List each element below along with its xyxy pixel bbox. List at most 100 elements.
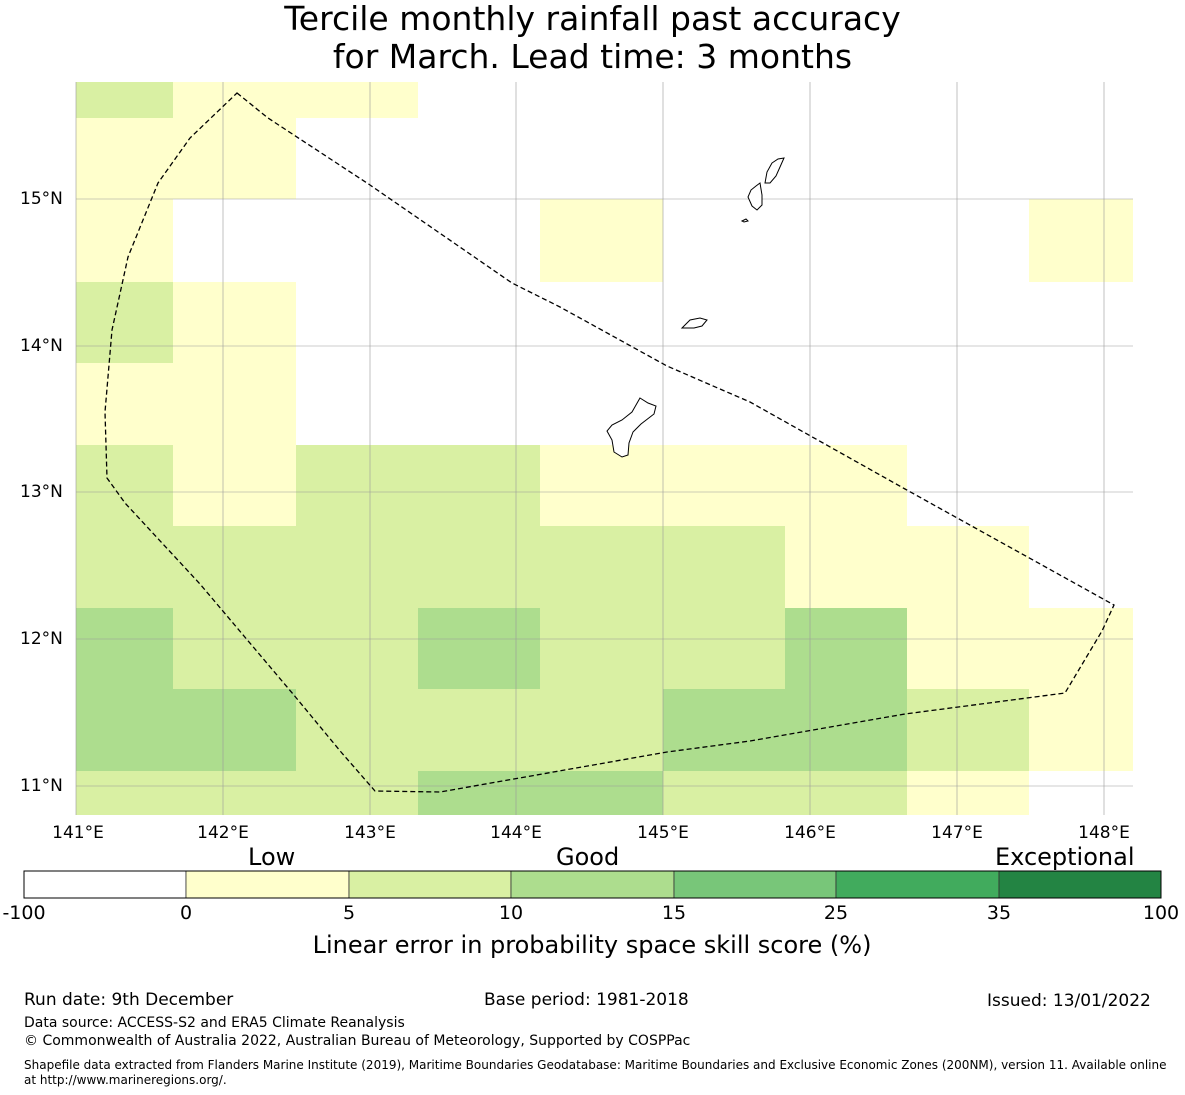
skill-cell	[173, 282, 296, 363]
skill-cell	[540, 199, 663, 282]
skill-cell	[76, 199, 173, 282]
lon-tick: 142°E	[197, 823, 249, 843]
skill-cell	[1029, 608, 1133, 689]
skill-grid	[76, 82, 1133, 815]
copyright: © Commonwealth of Australia 2022, Austra…	[24, 1033, 691, 1049]
colorbar-tick: 25	[823, 902, 849, 924]
data-source: Data source: ACCESS-S2 and ERA5 Climate …	[24, 1015, 405, 1031]
skill-cell	[907, 689, 1029, 771]
skill-cell	[663, 445, 785, 526]
colorbar-segment	[510, 870, 675, 899]
skill-cell	[76, 118, 173, 199]
skill-cell	[76, 689, 173, 771]
skill-cell	[785, 445, 907, 526]
skill-cell	[785, 689, 907, 771]
eez-boundary	[104, 92, 1115, 793]
skill-cell	[907, 526, 1029, 608]
colorbar-segment	[23, 870, 187, 899]
lat-tick: 15°N	[20, 189, 63, 209]
skill-cell	[418, 526, 540, 608]
skill-cell	[540, 771, 663, 815]
colorbar	[23, 870, 1162, 899]
graticule	[75, 82, 1133, 815]
lat-tick: 14°N	[20, 336, 63, 356]
island-rota	[680, 317, 708, 329]
skill-cell	[76, 82, 173, 118]
skill-cell	[173, 608, 296, 689]
skill-cell	[76, 608, 173, 689]
island-saipan	[764, 157, 785, 184]
colorbar-tick: -100	[2, 902, 46, 924]
skill-cell	[173, 363, 296, 445]
skill-cell	[663, 689, 785, 771]
colorbar-tick: 35	[986, 902, 1012, 924]
skill-cell	[173, 118, 296, 199]
title-line-2: for March. Lead time: 3 months	[332, 37, 853, 76]
colorbar-tick: 5	[342, 902, 356, 924]
lat-tick: 13°N	[20, 482, 63, 502]
lon-tick: 147°E	[931, 823, 983, 843]
skill-cell	[540, 689, 663, 771]
island-aguijan	[740, 218, 749, 223]
skill-cell	[418, 445, 540, 526]
colorbar-tick: 0	[179, 902, 193, 924]
skill-cell	[296, 771, 418, 815]
colorbar-tick: 10	[498, 902, 524, 924]
skill-cell	[785, 608, 907, 689]
skill-cell	[1029, 689, 1133, 771]
skill-cell	[76, 282, 173, 363]
skill-cell	[540, 608, 663, 689]
skill-cell	[173, 689, 296, 771]
skill-cell	[663, 608, 785, 689]
skill-cell	[907, 608, 1029, 689]
lon-tick: 141°E	[52, 823, 104, 843]
skill-cell	[76, 771, 173, 815]
skill-cell	[173, 445, 296, 526]
skill-cell	[418, 608, 540, 689]
colorbar-segment	[835, 870, 1000, 899]
skill-cell	[173, 771, 296, 815]
title-line-1: Tercile monthly rainfall past accuracy	[284, 0, 901, 38]
lon-tick: 148°E	[1078, 823, 1130, 843]
skill-cell	[540, 526, 663, 608]
shapefile-credit: Shapefile data extracted from Flanders M…	[24, 1058, 1167, 1087]
lon-tick: 145°E	[637, 823, 689, 843]
skill-cell	[296, 445, 418, 526]
skill-cell	[663, 771, 785, 815]
skill-cell	[785, 526, 907, 608]
skill-cell	[173, 82, 296, 118]
lon-tick: 143°E	[344, 823, 396, 843]
run-date: Run date: 9th December	[24, 990, 234, 1010]
skill-cell	[1029, 199, 1133, 282]
colorbar-tick: 100	[1142, 902, 1180, 924]
skill-cell	[540, 445, 663, 526]
colorbar-category-low: Low	[248, 843, 296, 871]
chart-title: Tercile monthly rainfall past accuracy f…	[0, 0, 1185, 76]
island-guam	[606, 397, 657, 458]
colorbar-outline	[23, 870, 1162, 899]
skill-cell	[663, 526, 785, 608]
islands	[606, 157, 785, 458]
colorbar-segment	[185, 870, 350, 899]
skill-cell	[296, 82, 418, 118]
skill-cell	[76, 526, 173, 608]
colorbar-tick: 15	[661, 902, 687, 924]
issued-date: Issued: 13/01/2022	[987, 991, 1151, 1011]
skill-cell	[76, 363, 173, 445]
lat-tick: 12°N	[20, 629, 63, 649]
base-period: Base period: 1981-2018	[484, 990, 689, 1010]
lon-tick: 146°E	[784, 823, 836, 843]
colorbar-label: Linear error in probability space skill …	[312, 931, 872, 959]
colorbar-segment	[998, 870, 1162, 899]
colorbar-category-good: Good	[556, 843, 620, 871]
lat-tick: 11°N	[20, 776, 63, 796]
skill-cell	[296, 608, 418, 689]
skill-cell	[296, 689, 418, 771]
skill-cell	[907, 771, 1029, 815]
colorbar-category-exceptional: Exceptional	[995, 843, 1135, 871]
lon-tick: 144°E	[490, 823, 542, 843]
skill-cell	[418, 771, 540, 815]
skill-cell	[296, 526, 418, 608]
colorbar-segment	[673, 870, 837, 899]
